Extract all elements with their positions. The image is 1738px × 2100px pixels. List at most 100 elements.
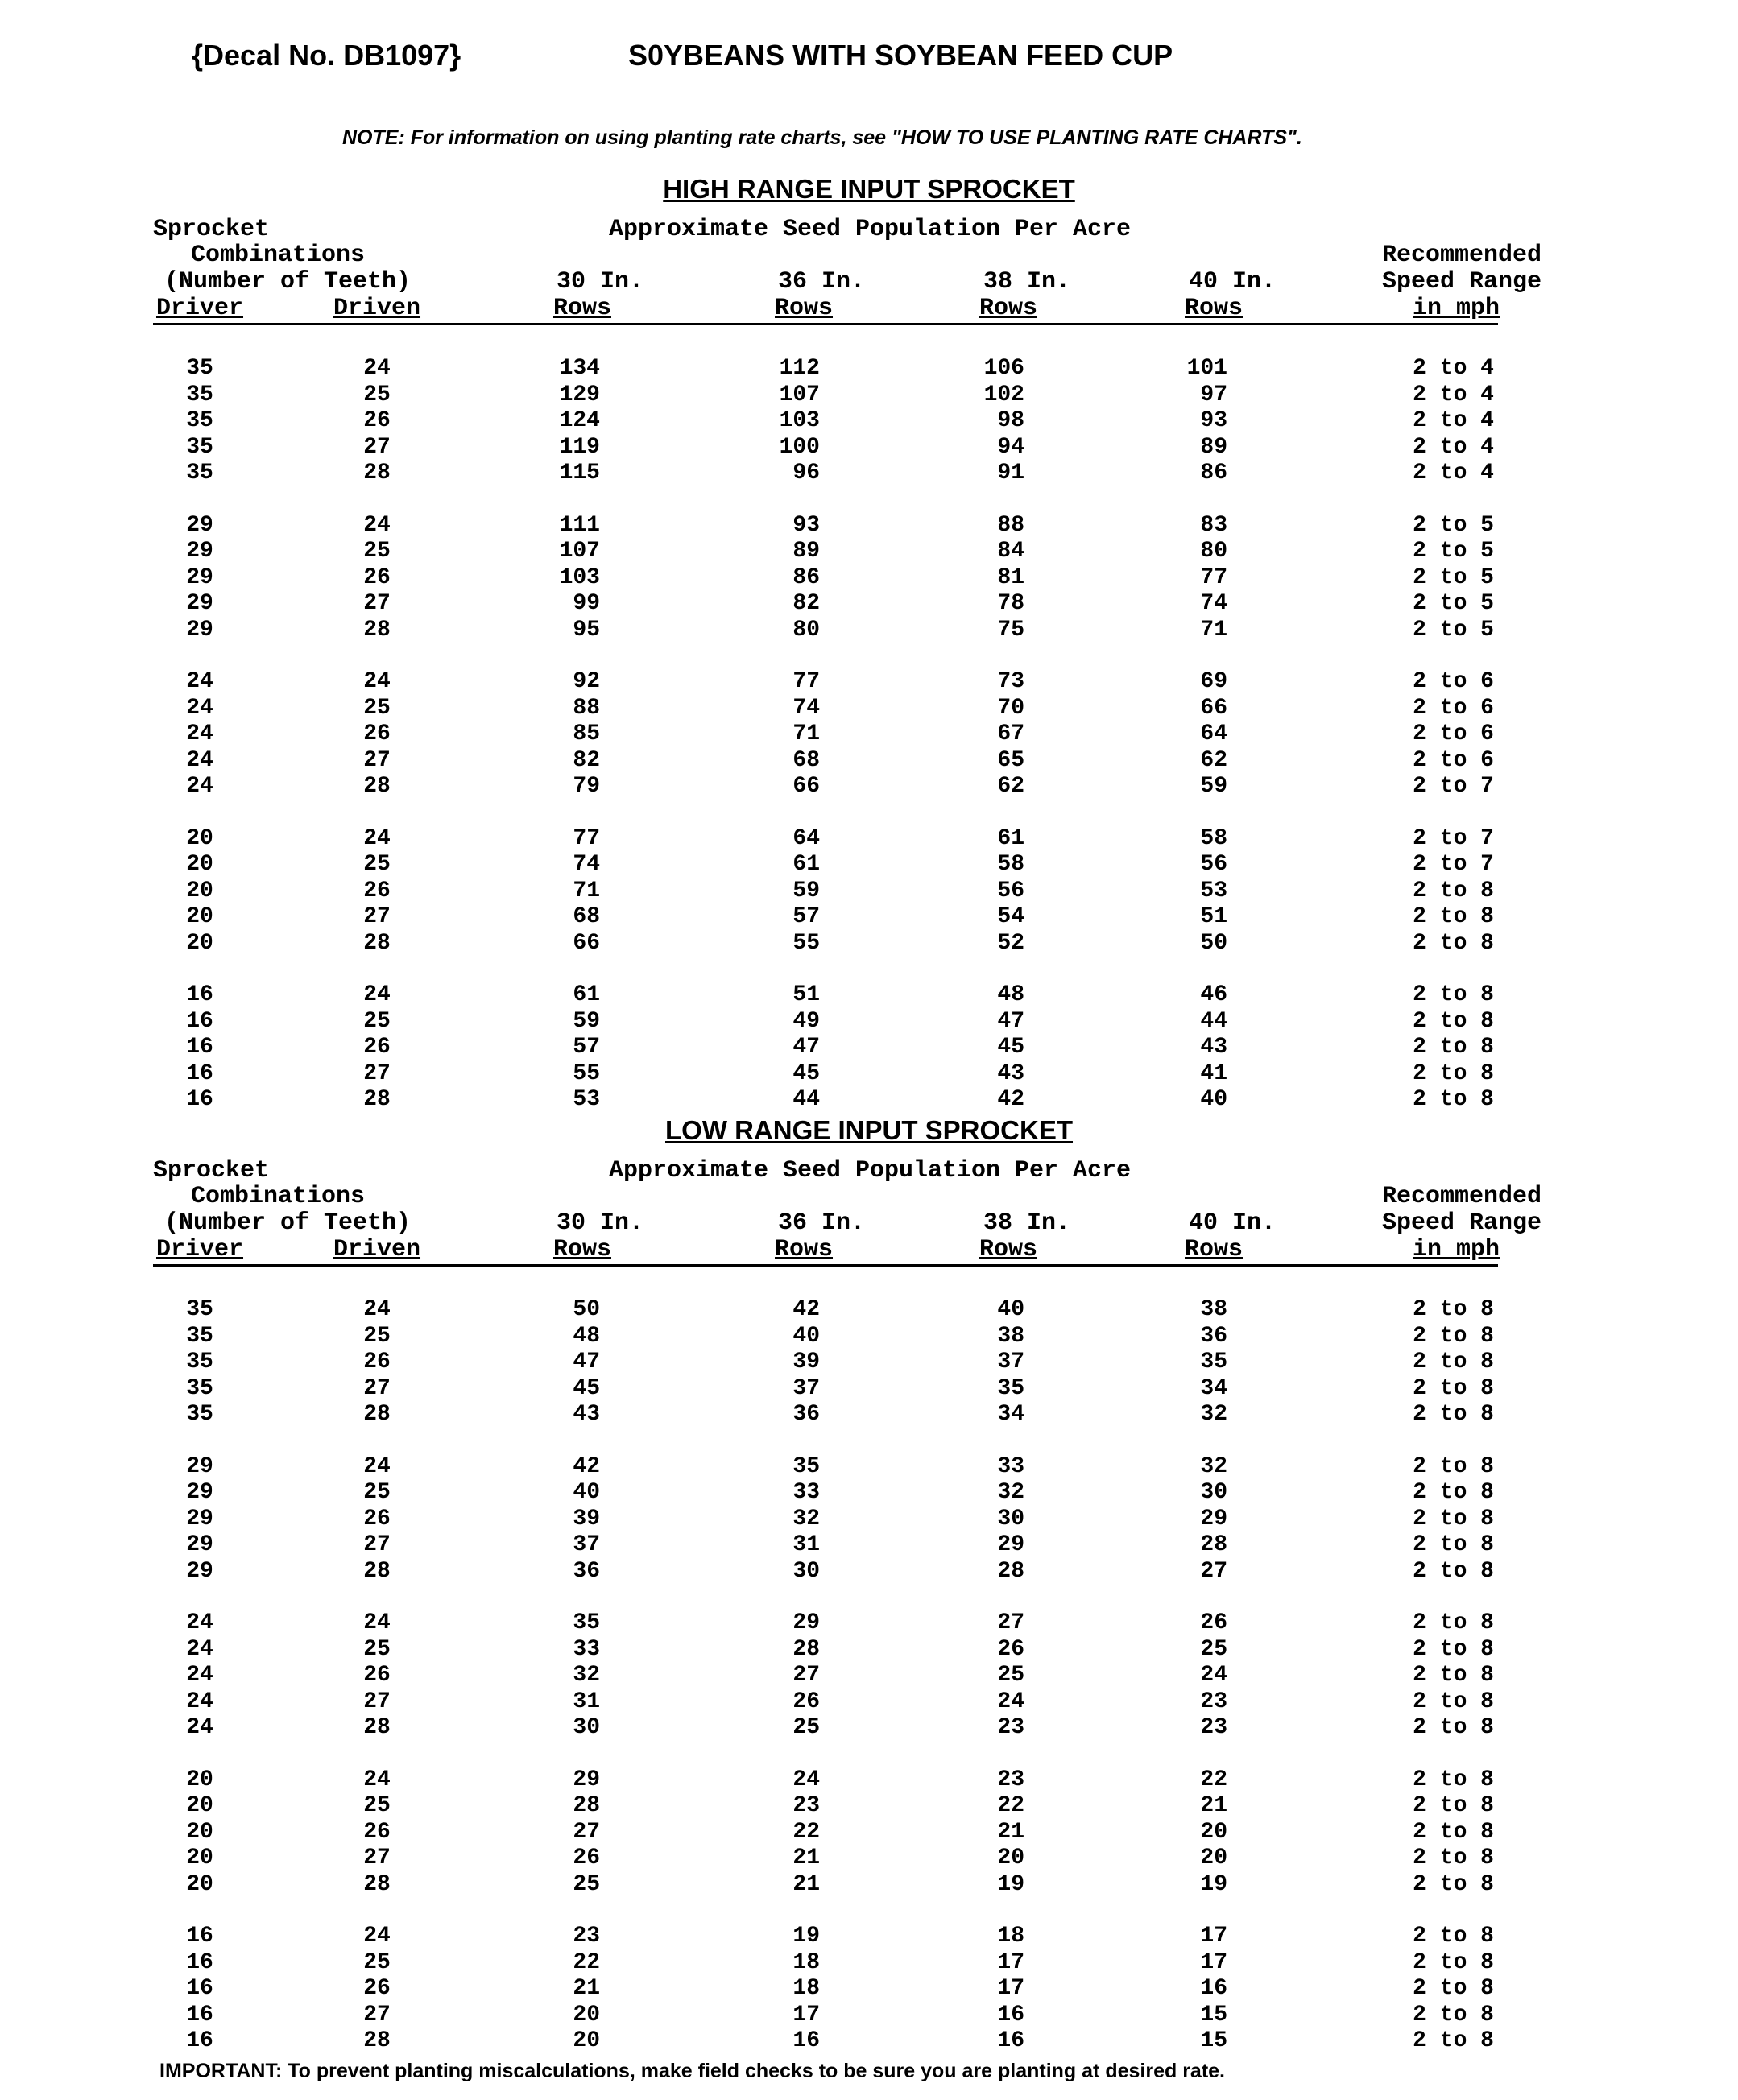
cell-driven: 26 bbox=[363, 1035, 391, 1060]
cell-rows-38: 27 bbox=[997, 1610, 1024, 1635]
cell-speed-range: 2 to 8 bbox=[1413, 1480, 1494, 1505]
cell-rows-30: 29 bbox=[573, 1767, 600, 1792]
cell-speed-range: 2 to 7 bbox=[1413, 852, 1494, 877]
cell-speed-range: 2 to 8 bbox=[1413, 930, 1494, 956]
header-r38: 38 In. bbox=[983, 1209, 1071, 1237]
cell-driven: 26 bbox=[363, 721, 391, 746]
cell-driver: 29 bbox=[186, 1506, 213, 1532]
cell-rows-30: 55 bbox=[573, 1060, 600, 1086]
table-row: 35 24 134 112 106 101 2 to 4 bbox=[0, 356, 1738, 382]
cell-driven: 24 bbox=[363, 512, 391, 538]
header-r30: 30 In. bbox=[556, 1209, 644, 1237]
cell-rows-40: 89 bbox=[1200, 434, 1227, 460]
header-rule bbox=[153, 323, 1498, 325]
cell-rows-36: 93 bbox=[792, 512, 820, 538]
cell-driver: 20 bbox=[186, 852, 213, 877]
cell-rows-30: 21 bbox=[573, 1976, 600, 2001]
cell-speed-range: 2 to 6 bbox=[1413, 695, 1494, 721]
cell-rows-38: 73 bbox=[997, 669, 1024, 694]
cell-rows-30: 79 bbox=[573, 774, 600, 799]
table-row: 16 27 55 45 43 41 2 to 8 bbox=[0, 1061, 1738, 1087]
cell-rows-30: 111 bbox=[559, 512, 600, 538]
cell-rows-38: 84 bbox=[997, 539, 1024, 564]
cell-driver: 24 bbox=[186, 721, 213, 746]
cell-speed-range: 2 to 8 bbox=[1413, 1793, 1494, 1818]
cell-driver: 29 bbox=[186, 1480, 213, 1505]
table-row: 20 26 27 22 21 20 2 to 8 bbox=[0, 1820, 1738, 1846]
header-population: Approximate Seed Population Per Acre bbox=[608, 1157, 1132, 1184]
table-row: 29 27 37 31 29 28 2 to 8 bbox=[0, 1532, 1738, 1558]
cell-rows-40: 28 bbox=[1200, 1532, 1227, 1557]
cell-driver: 16 bbox=[186, 1035, 213, 1060]
cell-rows-40: 53 bbox=[1200, 878, 1227, 903]
cell-speed-range: 2 to 8 bbox=[1413, 982, 1494, 1007]
cell-rows-30: 40 bbox=[573, 1480, 600, 1505]
section-title: LOW RANGE INPUT SPROCKET bbox=[664, 1115, 1074, 1145]
header-recommended: Recommended bbox=[1381, 1183, 1542, 1210]
table-row: 24 28 30 25 23 23 2 to 8 bbox=[0, 1715, 1738, 1741]
cell-rows-38: 78 bbox=[997, 591, 1024, 616]
header-in-mph: in mph bbox=[1412, 295, 1500, 322]
cell-driven: 25 bbox=[363, 1793, 391, 1818]
cell-rows-36: 39 bbox=[792, 1350, 820, 1375]
header-rows: Rows bbox=[552, 1236, 612, 1263]
cell-rows-38: 17 bbox=[997, 1976, 1024, 2001]
cell-rows-36: 27 bbox=[792, 1663, 820, 1688]
cell-speed-range: 2 to 8 bbox=[1413, 2002, 1494, 2028]
cell-driver: 16 bbox=[186, 1924, 213, 1949]
cell-rows-30: 99 bbox=[573, 591, 600, 616]
cell-driven: 25 bbox=[363, 539, 391, 564]
cell-rows-40: 35 bbox=[1200, 1350, 1227, 1375]
cell-rows-40: 58 bbox=[1200, 825, 1227, 851]
cell-rows-36: 103 bbox=[779, 408, 820, 433]
header-r36: 36 In. bbox=[777, 1209, 866, 1237]
cell-speed-range: 2 to 8 bbox=[1413, 1636, 1494, 1662]
cell-rows-38: 61 bbox=[997, 825, 1024, 851]
cell-rows-40: 34 bbox=[1200, 1375, 1227, 1401]
table-row: 29 28 36 30 28 27 2 to 8 bbox=[0, 1559, 1738, 1585]
cell-driven: 24 bbox=[363, 982, 391, 1007]
cell-rows-36: 107 bbox=[779, 382, 820, 407]
cell-driver: 20 bbox=[186, 930, 213, 956]
cell-speed-range: 2 to 8 bbox=[1413, 2028, 1494, 2053]
cell-driver: 20 bbox=[186, 1767, 213, 1792]
cell-driver: 35 bbox=[186, 1375, 213, 1401]
cell-speed-range: 2 to 8 bbox=[1413, 1350, 1494, 1375]
cell-rows-30: 77 bbox=[573, 825, 600, 851]
cell-speed-range: 2 to 4 bbox=[1413, 356, 1494, 381]
header-r38: 38 In. bbox=[983, 268, 1071, 296]
cell-driven: 25 bbox=[363, 1949, 391, 1975]
cell-driven: 27 bbox=[363, 2002, 391, 2028]
cell-driven: 26 bbox=[363, 1350, 391, 1375]
cell-speed-range: 2 to 8 bbox=[1413, 1689, 1494, 1714]
cell-rows-38: 32 bbox=[997, 1480, 1024, 1505]
cell-rows-30: 42 bbox=[573, 1453, 600, 1479]
cell-rows-38: 35 bbox=[997, 1375, 1024, 1401]
cell-rows-30: 82 bbox=[573, 747, 600, 773]
cell-rows-36: 18 bbox=[792, 1949, 820, 1975]
page-title: S0YBEANS WITH SOYBEAN FEED CUP bbox=[628, 39, 1173, 72]
cell-driver: 29 bbox=[186, 1532, 213, 1557]
cell-rows-38: 22 bbox=[997, 1793, 1024, 1818]
table-row: 20 28 66 55 52 50 2 to 8 bbox=[0, 931, 1738, 957]
cell-rows-40: 41 bbox=[1200, 1060, 1227, 1086]
cell-driven: 27 bbox=[363, 591, 391, 616]
cell-driver: 16 bbox=[186, 1949, 213, 1975]
table-row: 29 24 42 35 33 32 2 to 8 bbox=[0, 1454, 1738, 1480]
cell-driver: 29 bbox=[186, 1558, 213, 1584]
cell-speed-range: 2 to 8 bbox=[1413, 1819, 1494, 1845]
cell-rows-30: 25 bbox=[573, 1871, 600, 1897]
cell-rows-36: 86 bbox=[792, 564, 820, 590]
cell-driver: 29 bbox=[186, 564, 213, 590]
cell-driver: 16 bbox=[186, 1087, 213, 1112]
cell-rows-36: 45 bbox=[792, 1060, 820, 1086]
table-row: 35 24 50 42 40 38 2 to 8 bbox=[0, 1297, 1738, 1323]
cell-rows-38: 75 bbox=[997, 617, 1024, 643]
cell-rows-40: 36 bbox=[1200, 1323, 1227, 1349]
cell-speed-range: 2 to 8 bbox=[1413, 1402, 1494, 1427]
cell-rows-36: 42 bbox=[792, 1297, 820, 1322]
cell-rows-36: 74 bbox=[792, 695, 820, 721]
cell-rows-36: 30 bbox=[792, 1558, 820, 1584]
cell-rows-38: 47 bbox=[997, 1008, 1024, 1034]
cell-rows-30: 28 bbox=[573, 1793, 600, 1818]
